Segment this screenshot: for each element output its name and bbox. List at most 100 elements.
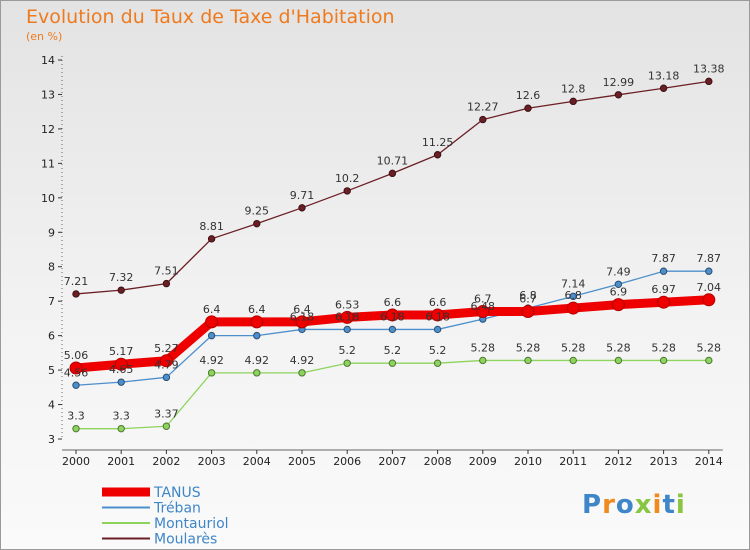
series-layer: [69, 77, 716, 433]
data-label-tanus: 6.9: [610, 286, 628, 299]
data-label-moulares: 7.51: [154, 265, 179, 278]
chart-title: Evolution du Taux de Taxe d'Habitation: [26, 6, 395, 28]
data-label-treban: 6.18: [380, 310, 405, 323]
data-point-montauriol: [705, 356, 713, 365]
y-tick-label: 5: [48, 364, 55, 377]
x-tick-label: 2009: [469, 455, 497, 468]
data-label-treban: 6.18: [290, 310, 315, 323]
data-label-tanus: 6.7: [519, 293, 537, 306]
data-label-montauriol: 3.3: [67, 410, 85, 423]
data-point-treban: [388, 325, 397, 334]
data-point-moulares: [659, 84, 668, 92]
data-label-moulares: 10.71: [377, 154, 409, 167]
data-point-moulares: [524, 104, 532, 112]
data-point-tanus: [250, 315, 264, 329]
data-point-treban: [614, 280, 623, 288]
data-point-montauriol: [298, 369, 306, 377]
data-point-montauriol: [614, 356, 623, 365]
legend-label: Tréban: [153, 501, 201, 517]
data-label-tanus: 6.7: [474, 293, 492, 306]
data-point-montauriol: [343, 359, 351, 367]
data-point-tanus: [205, 315, 219, 329]
series-tanus: [69, 293, 716, 375]
y-tick-label: 13: [41, 88, 55, 101]
data-label-tanus: 6.6: [429, 296, 447, 309]
data-label-montauriol: 3.3: [112, 410, 130, 423]
data-label-moulares: 10.2: [335, 172, 360, 185]
x-tick-label: 2011: [559, 455, 587, 468]
series-line-moulares: [75, 80, 710, 295]
data-label-tanus: 6.97: [651, 283, 676, 296]
data-point-tanus: [114, 357, 128, 371]
chart-subtitle: (en %): [26, 30, 63, 43]
data-label-tanus: 5.17: [109, 345, 134, 358]
data-label-moulares: 12.27: [467, 101, 499, 114]
y-tick-label: 4: [48, 399, 55, 412]
x-tick-label: 2006: [333, 455, 361, 468]
x-tick-label: 2003: [198, 455, 226, 468]
x-tick-label: 2013: [650, 455, 678, 468]
data-label-tanus: 6.6: [384, 296, 402, 309]
data-label-treban: 6.18: [425, 310, 450, 323]
data-label-tanus: 6.53: [335, 298, 360, 311]
data-label-tanus: 6.4: [203, 303, 221, 316]
data-point-treban: [659, 267, 668, 275]
y-tick-label: 7: [48, 295, 55, 308]
data-point-moulares: [72, 290, 80, 298]
data-label-treban: 6.48: [471, 300, 496, 313]
data-label-moulares: 11.25: [422, 136, 454, 149]
data-point-treban: [705, 267, 713, 275]
data-point-moulares: [433, 151, 442, 159]
y-tick-label: 6: [48, 330, 55, 343]
data-point-montauriol: [388, 359, 397, 367]
x-tick-label: 2001: [107, 455, 135, 468]
data-label-montauriol: 5.28: [471, 341, 496, 354]
legend-label: Montauriol: [154, 516, 229, 532]
data-point-tanus: [657, 295, 671, 309]
data-point-montauriol: [117, 424, 125, 433]
data-label-tanus: 5.06: [64, 349, 89, 362]
data-point-tanus: [340, 310, 354, 324]
axes: 3 4 5 6 7 8 9 10 11 12 13 14 2000 2001 2002 2003 2004 200…: [41, 54, 723, 468]
data-label-moulares: 9.25: [245, 205, 270, 218]
data-label-moulares: 7.32: [109, 271, 134, 284]
x-tick-label: 2000: [62, 455, 90, 468]
x-tick-label: 2002: [152, 455, 180, 468]
data-label-moulares: 8.81: [199, 220, 224, 233]
data-point-treban: [117, 378, 125, 386]
data-label-moulares: 7.21: [64, 275, 89, 288]
data-point-montauriol: [659, 356, 668, 365]
y-tick-label: 9: [48, 226, 55, 239]
legend-label: Moularès: [154, 532, 217, 548]
data-point-moulares: [207, 235, 216, 243]
data-point-montauriol: [253, 369, 261, 377]
data-point-tanus: [295, 315, 309, 329]
data-label-moulares: 13.18: [648, 69, 680, 82]
x-tick-label: 2004: [243, 455, 271, 468]
data-label-montauriol: 4.92: [245, 354, 270, 367]
x-tick-label: 2008: [424, 455, 452, 468]
data-point-montauriol: [479, 356, 487, 365]
data-point-treban: [207, 331, 216, 340]
data-point-treban: [433, 325, 442, 334]
data-point-treban: [569, 292, 577, 301]
data-label-tanus: 6.8: [564, 289, 582, 302]
data-point-tanus: [702, 293, 716, 307]
data-point-tanus: [159, 354, 173, 368]
y-tick-label: 3: [48, 433, 55, 446]
data-label-treban: 7.14: [561, 277, 586, 290]
data-point-montauriol: [524, 356, 532, 365]
series-moulares: [72, 77, 713, 298]
data-label-treban: 4.79: [154, 358, 179, 371]
series-montauriol: [72, 356, 713, 433]
data-point-montauriol: [569, 356, 577, 365]
data-label-montauriol: 5.28: [697, 341, 722, 354]
data-label-montauriol: 3.37: [154, 407, 179, 420]
data-point-tanus: [69, 361, 83, 375]
y-tick-label: 12: [41, 123, 55, 136]
data-label-montauriol: 5.28: [606, 341, 631, 354]
data-label-treban: 4.65: [109, 363, 134, 376]
data-labels: 7.21 7.32 7.51 8.81 9.25 9.71 10.2 10.71 11.25 12…: [64, 62, 725, 422]
